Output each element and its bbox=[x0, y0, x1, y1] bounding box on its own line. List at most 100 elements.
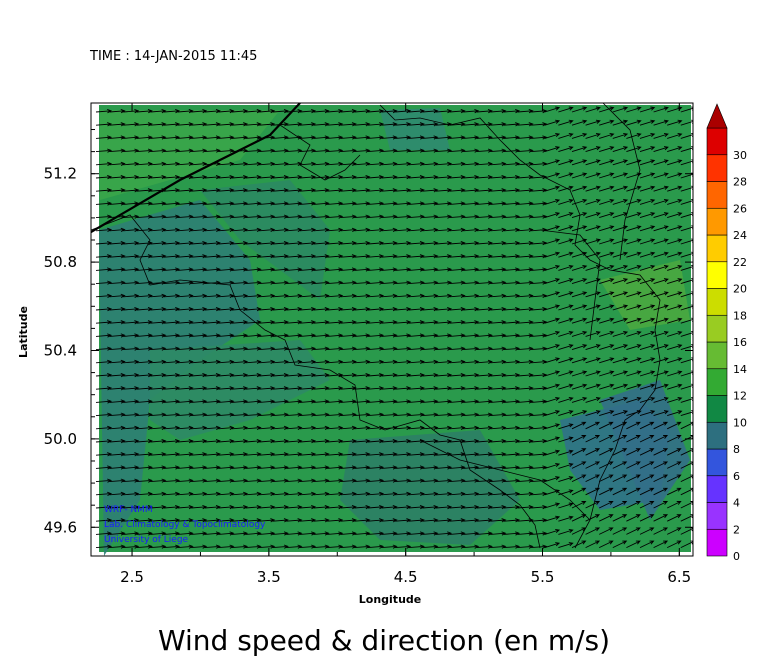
wind-arrow bbox=[531, 280, 548, 285]
wind-arrow bbox=[136, 227, 153, 232]
wind-arrow bbox=[408, 122, 425, 127]
wind-arrow bbox=[463, 491, 480, 496]
wind-arrow bbox=[327, 399, 344, 404]
wind-arrow bbox=[231, 188, 249, 193]
wind-arrow bbox=[123, 333, 140, 338]
wind-arrow bbox=[367, 399, 385, 404]
wind-arrow bbox=[327, 386, 344, 391]
wind-arrow bbox=[218, 425, 235, 430]
wind-arrow bbox=[177, 174, 194, 180]
wind-arrow bbox=[490, 518, 507, 523]
wind-arrow bbox=[354, 438, 371, 444]
wind-arrow bbox=[95, 438, 113, 444]
wind-arrow bbox=[435, 478, 453, 483]
wind-arrow bbox=[544, 542, 561, 549]
wind-arrow bbox=[395, 465, 412, 470]
wind-arrow bbox=[531, 518, 548, 523]
wind-arrow bbox=[272, 201, 289, 206]
wind-arrow bbox=[163, 293, 181, 298]
wind-arrow bbox=[544, 330, 561, 337]
wind-arrow bbox=[599, 212, 615, 219]
wind-arrow bbox=[340, 174, 357, 180]
wind-arrow bbox=[653, 421, 669, 430]
wind-arrow bbox=[422, 452, 439, 457]
colorbar-label: 18 bbox=[733, 309, 747, 322]
wind-arrow bbox=[422, 333, 439, 338]
wind-arrow bbox=[123, 174, 140, 180]
wind-arrow bbox=[558, 515, 574, 522]
wind-arrow bbox=[327, 306, 344, 312]
wind-arrow bbox=[286, 188, 303, 193]
wind-arrow bbox=[354, 122, 371, 127]
colorbar-swatch bbox=[706, 528, 728, 557]
wind-arrow bbox=[327, 518, 344, 523]
wind-arrow bbox=[123, 188, 140, 193]
x-tick-label: 5.5 bbox=[531, 568, 555, 586]
wind-arrow bbox=[123, 544, 140, 549]
wind-arrow bbox=[626, 370, 642, 377]
wind-arrow bbox=[95, 531, 113, 536]
wind-arrow bbox=[503, 518, 521, 523]
wind-arrow bbox=[517, 108, 534, 114]
wind-arrow bbox=[490, 201, 507, 206]
wind-arrow bbox=[653, 146, 669, 153]
wind-arrow bbox=[490, 544, 507, 549]
wind-arrow bbox=[245, 293, 262, 298]
wind-arrow bbox=[259, 280, 276, 285]
wind-arrow bbox=[313, 346, 330, 351]
wind-arrow bbox=[354, 306, 371, 312]
wind-arrow bbox=[367, 280, 385, 285]
wind-arrow bbox=[286, 491, 303, 496]
wind-arrow bbox=[272, 254, 289, 259]
wind-arrow bbox=[408, 293, 425, 298]
wind-arrow bbox=[177, 201, 194, 206]
wind-arrow bbox=[313, 320, 330, 325]
wind-arrow bbox=[123, 386, 140, 391]
wind-arrow bbox=[449, 240, 466, 246]
wind-arrow bbox=[150, 386, 167, 391]
wind-arrow bbox=[367, 333, 385, 338]
wind-arrow bbox=[408, 386, 425, 391]
wind-arrow bbox=[449, 372, 466, 378]
wind-arrow bbox=[245, 425, 262, 430]
wind-arrow bbox=[435, 386, 453, 391]
wind-arrow bbox=[299, 399, 317, 404]
wind-arrow bbox=[286, 267, 303, 272]
wind-arrow bbox=[653, 383, 669, 390]
wind-arrow bbox=[544, 489, 561, 496]
wind-arrow bbox=[381, 333, 398, 338]
wind-arrow bbox=[653, 540, 669, 549]
wind-arrow bbox=[272, 240, 289, 246]
wind-arrow bbox=[599, 198, 615, 205]
wind-arrow bbox=[476, 174, 493, 180]
wind-arrow bbox=[204, 465, 221, 470]
wind-arrow bbox=[449, 438, 466, 444]
wind-arrow bbox=[327, 504, 344, 510]
wind-arrow bbox=[245, 122, 262, 127]
y-tick-label: 51.2 bbox=[44, 165, 77, 183]
wind-arrow bbox=[95, 148, 113, 153]
wind-arrow bbox=[449, 135, 466, 140]
wind-arrow bbox=[272, 214, 289, 219]
wind-arrow bbox=[408, 333, 425, 338]
wind-arrow bbox=[517, 148, 534, 153]
wind-arrow bbox=[177, 465, 194, 470]
wind-arrow bbox=[272, 135, 289, 140]
wind-arrow bbox=[286, 518, 303, 523]
wind-arrow bbox=[544, 132, 561, 139]
wind-arrow bbox=[639, 146, 656, 153]
wind-arrow bbox=[123, 148, 140, 153]
wind-arrow bbox=[177, 254, 194, 259]
wind-arrow bbox=[150, 201, 167, 206]
wind-arrow bbox=[571, 198, 588, 205]
wind-arrow bbox=[476, 214, 493, 219]
wind-arrow bbox=[381, 491, 398, 496]
wind-arrow bbox=[667, 540, 682, 549]
wind-arrow bbox=[231, 240, 249, 246]
wind-arrow bbox=[422, 293, 439, 298]
wind-arrow bbox=[123, 214, 140, 219]
wind-arrow bbox=[136, 267, 153, 272]
wind-arrow bbox=[463, 188, 480, 193]
wind-arrow bbox=[177, 452, 194, 457]
wind-arrow bbox=[490, 359, 507, 364]
